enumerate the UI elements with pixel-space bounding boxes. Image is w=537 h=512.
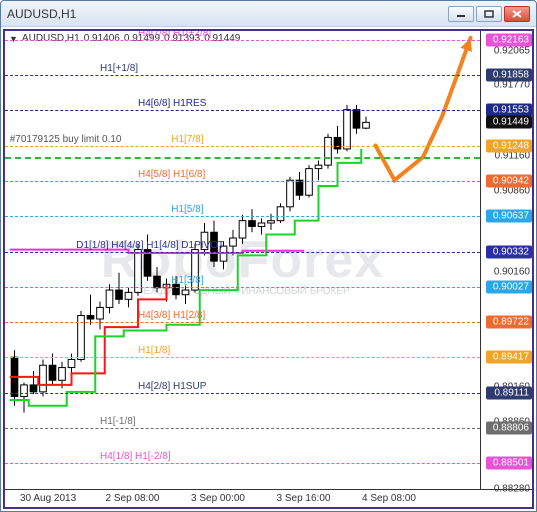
level-line [5, 322, 480, 323]
level-line [5, 216, 480, 217]
level-label: H4[7/8] H1[+2/8] [138, 31, 211, 40]
price-box: 0.91858 [486, 69, 532, 82]
level-label: H4[5/8] H1[6/8] [138, 169, 205, 181]
x-tick-label: 2 Sep 08:00 [106, 493, 160, 504]
level-line [5, 40, 480, 41]
price-box: 0.88501 [486, 457, 532, 470]
info-symbol: AUDUSD,H1 [22, 33, 80, 44]
level-label: H1[+1/8] [100, 63, 138, 75]
chart-frame: RoboForex МЕЖДУНАРОДНЫЙ ФИНАНСОВЫЙ БРОКЕ… [3, 29, 534, 509]
price-box: 0.90942 [486, 175, 532, 188]
minimize-button[interactable] [448, 6, 474, 22]
x-tick-label: 30 Aug 2013 [20, 493, 76, 504]
level-line [5, 157, 480, 159]
window-title: AUDUSD,H1 [7, 7, 446, 21]
level-line [5, 146, 480, 147]
level-line [5, 428, 480, 429]
x-tick-label: 3 Sep 16:00 [277, 493, 331, 504]
level-line [5, 357, 480, 358]
indicator-steplines [5, 31, 480, 489]
level-line [5, 110, 480, 111]
titlebar[interactable]: AUDUSD,H1 [1, 1, 536, 27]
level-label: H1[1/8] [138, 345, 170, 357]
level-label: H4[1/8] H1[-2/8] [100, 451, 171, 463]
collapse-icon[interactable]: ▼ [9, 34, 18, 44]
chart-window: AUDUSD,H1 RoboForex МЕЖДУНАРОДНЫЙ ФИНАНС… [0, 0, 537, 512]
chart-body: RoboForex МЕЖДУНАРОДНЫЙ ФИНАНСОВЫЙ БРОКЕ… [5, 31, 532, 489]
level-label: H4[2/8] H1SUP [138, 381, 206, 393]
price-box: 0.89111 [486, 386, 532, 399]
price-box: 0.89417 [486, 351, 532, 364]
price-box: 0.88806 [486, 422, 532, 435]
price-box: 0.90027 [486, 280, 532, 293]
level-line [5, 181, 480, 182]
level-line [5, 75, 480, 76]
info-o: 0.91406 [84, 33, 120, 44]
close-button[interactable] [504, 6, 530, 22]
x-axis: 30 Aug 2013 2 Sep 08:00 3 Sep 00:00 3 Sep 1… [5, 489, 532, 507]
level-label: D1[1/8] H4[4/8] H1[4/8] D1PIVOT [76, 240, 224, 252]
level-line [5, 463, 480, 464]
price-box: 0.90637 [486, 210, 532, 223]
level-label: H4[6/8] H1RES [138, 98, 206, 110]
price-box: 0.92163 [486, 33, 532, 46]
x-tick-label: 4 Sep 08:00 [362, 493, 416, 504]
price-box: 0.91449 [486, 116, 532, 129]
y-tick-label: 0.92065 [494, 46, 530, 57]
price-box: 0.90332 [486, 245, 532, 258]
x-tick-label: 3 Sep 00:00 [191, 493, 245, 504]
level-label: H1[5/8] [171, 204, 203, 216]
y-tick-label: 0.90160 [494, 266, 530, 277]
price-box: 0.91248 [486, 139, 532, 152]
price-plot[interactable]: RoboForex МЕЖДУНАРОДНЫЙ ФИНАНСОВЫЙ БРОКЕ… [5, 31, 480, 489]
level-line [5, 287, 480, 288]
y-axis: 0.882800.888600.891600.901600.908600.911… [480, 31, 532, 489]
level-label: H1[7/8] [171, 134, 203, 146]
level-label: H1[3/8] [171, 275, 203, 287]
forecast-arrow [5, 31, 480, 489]
maximize-button[interactable] [476, 6, 502, 22]
level-label: H4[3/8] H1[2/8] [138, 310, 205, 322]
price-box: 0.89722 [486, 316, 532, 329]
level-label: H1[-1/8] [100, 416, 136, 428]
order-label: #70179125 buy limit 0.10 [10, 134, 122, 146]
level-line [5, 393, 480, 394]
level-line [5, 252, 480, 253]
candlestick-series [5, 31, 480, 489]
